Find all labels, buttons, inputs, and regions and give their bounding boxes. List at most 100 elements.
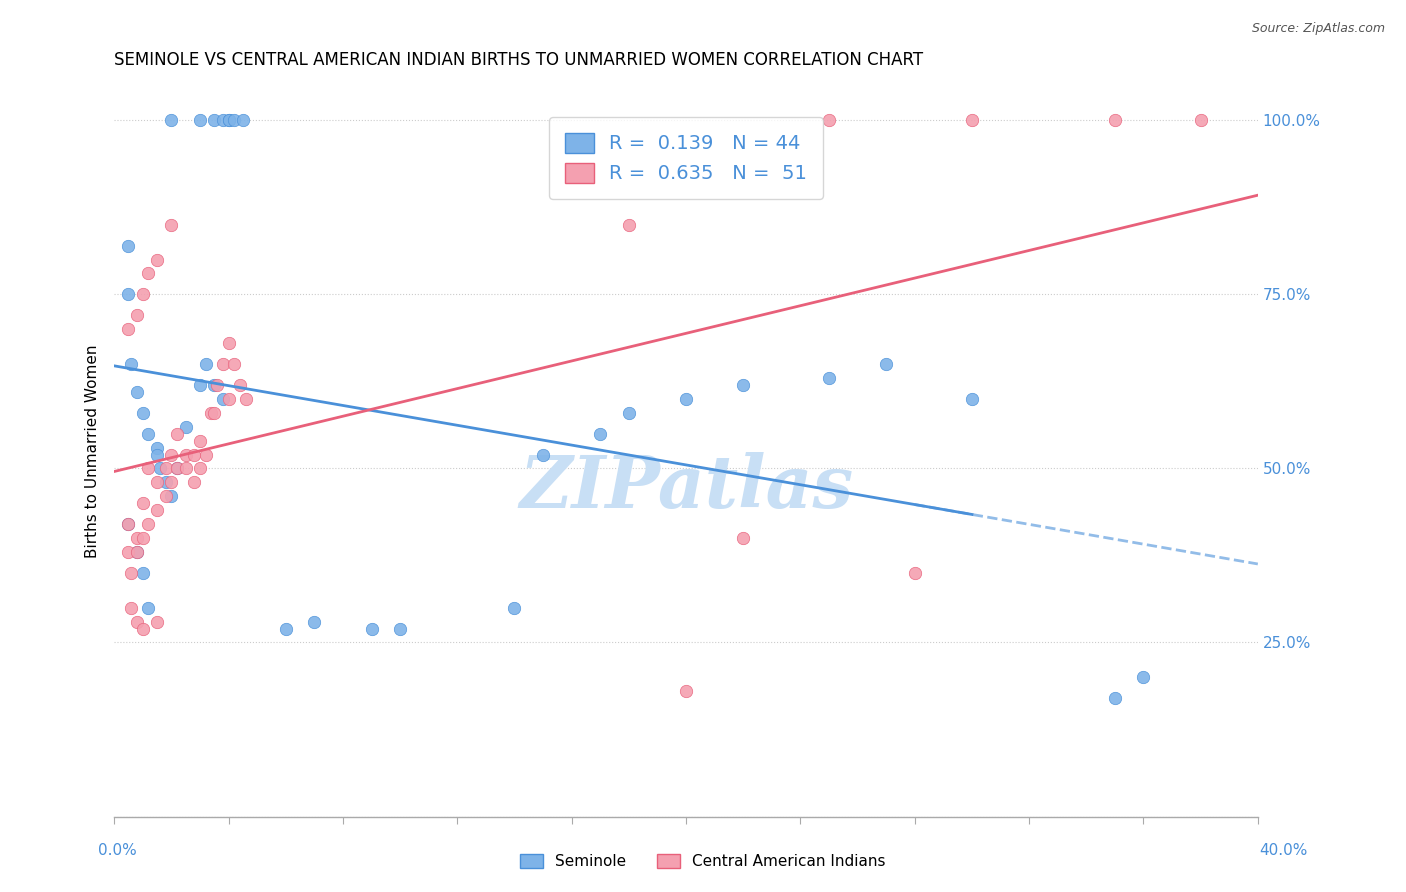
Point bbox=[960, 113, 983, 128]
Point bbox=[138, 267, 160, 281]
Point bbox=[960, 392, 983, 406]
Point bbox=[146, 475, 169, 490]
Point bbox=[202, 113, 225, 128]
Text: SEMINOLE VS CENTRAL AMERICAN INDIAN BIRTHS TO UNMARRIED WOMEN CORRELATION CHART: SEMINOLE VS CENTRAL AMERICAN INDIAN BIRT… bbox=[114, 51, 924, 69]
Point bbox=[188, 434, 211, 448]
Point bbox=[117, 287, 139, 301]
Point bbox=[218, 336, 240, 351]
Point bbox=[160, 113, 183, 128]
Point bbox=[232, 113, 254, 128]
Text: Source: ZipAtlas.com: Source: ZipAtlas.com bbox=[1251, 22, 1385, 36]
Point bbox=[146, 615, 169, 629]
Point bbox=[211, 392, 233, 406]
Point bbox=[218, 113, 240, 128]
Point bbox=[132, 406, 155, 420]
Point bbox=[146, 441, 169, 455]
Point bbox=[132, 622, 155, 636]
Point bbox=[875, 357, 897, 371]
Point bbox=[166, 461, 188, 475]
Point bbox=[818, 113, 841, 128]
Point bbox=[117, 545, 139, 559]
Point bbox=[160, 218, 183, 232]
Point bbox=[1189, 113, 1212, 128]
Point bbox=[138, 426, 160, 441]
Point bbox=[202, 377, 225, 392]
Point bbox=[146, 503, 169, 517]
Point bbox=[174, 448, 197, 462]
Point bbox=[200, 406, 222, 420]
Point bbox=[304, 615, 326, 629]
Point bbox=[188, 377, 211, 392]
Point bbox=[138, 461, 160, 475]
Point bbox=[183, 448, 205, 462]
Point bbox=[132, 496, 155, 510]
Point bbox=[138, 517, 160, 532]
Point bbox=[138, 600, 160, 615]
Point bbox=[1132, 670, 1154, 684]
Point bbox=[205, 377, 228, 392]
Point bbox=[229, 377, 252, 392]
Point bbox=[183, 475, 205, 490]
Point bbox=[160, 448, 183, 462]
Point bbox=[904, 566, 927, 580]
Point bbox=[389, 622, 412, 636]
Point bbox=[125, 531, 148, 545]
Point bbox=[155, 461, 177, 475]
Point bbox=[160, 475, 183, 490]
Point bbox=[211, 357, 233, 371]
Point bbox=[149, 461, 172, 475]
Point bbox=[120, 600, 142, 615]
Point bbox=[531, 448, 554, 462]
Point bbox=[274, 622, 297, 636]
Point bbox=[589, 426, 612, 441]
Legend: Seminole, Central American Indians: Seminole, Central American Indians bbox=[515, 848, 891, 875]
Point bbox=[360, 622, 382, 636]
Point bbox=[675, 392, 697, 406]
Point bbox=[125, 545, 148, 559]
Point bbox=[166, 426, 188, 441]
Point bbox=[146, 252, 169, 267]
Point bbox=[117, 517, 139, 532]
Point bbox=[120, 357, 142, 371]
Point bbox=[155, 489, 177, 503]
Point bbox=[125, 615, 148, 629]
Point bbox=[194, 448, 217, 462]
Point bbox=[188, 113, 211, 128]
Point bbox=[617, 406, 640, 420]
Point bbox=[160, 489, 183, 503]
Point bbox=[132, 566, 155, 580]
Point bbox=[132, 287, 155, 301]
Point bbox=[166, 461, 188, 475]
Point bbox=[733, 531, 755, 545]
Text: 40.0%: 40.0% bbox=[1260, 843, 1308, 858]
Point bbox=[224, 357, 246, 371]
Text: 0.0%: 0.0% bbox=[98, 843, 138, 858]
Text: ZIPatlas: ZIPatlas bbox=[519, 452, 853, 523]
Point bbox=[125, 384, 148, 399]
Point bbox=[202, 406, 225, 420]
Point bbox=[194, 357, 217, 371]
Point bbox=[188, 461, 211, 475]
Point bbox=[174, 461, 197, 475]
Point bbox=[733, 377, 755, 392]
Point bbox=[120, 566, 142, 580]
Point bbox=[155, 475, 177, 490]
Y-axis label: Births to Unmarried Women: Births to Unmarried Women bbox=[86, 344, 100, 558]
Point bbox=[1104, 113, 1126, 128]
Point bbox=[146, 448, 169, 462]
Point bbox=[818, 371, 841, 385]
Point bbox=[224, 113, 246, 128]
Point bbox=[125, 308, 148, 322]
Point bbox=[211, 113, 233, 128]
Point bbox=[1104, 691, 1126, 706]
Point bbox=[218, 392, 240, 406]
Point bbox=[117, 517, 139, 532]
Point bbox=[125, 545, 148, 559]
Point bbox=[503, 600, 526, 615]
Point bbox=[117, 322, 139, 336]
Point bbox=[675, 684, 697, 698]
Point bbox=[617, 218, 640, 232]
Point bbox=[117, 238, 139, 252]
Legend: R =  0.139   N = 44, R =  0.635   N =  51: R = 0.139 N = 44, R = 0.635 N = 51 bbox=[550, 117, 823, 199]
Point bbox=[174, 419, 197, 434]
